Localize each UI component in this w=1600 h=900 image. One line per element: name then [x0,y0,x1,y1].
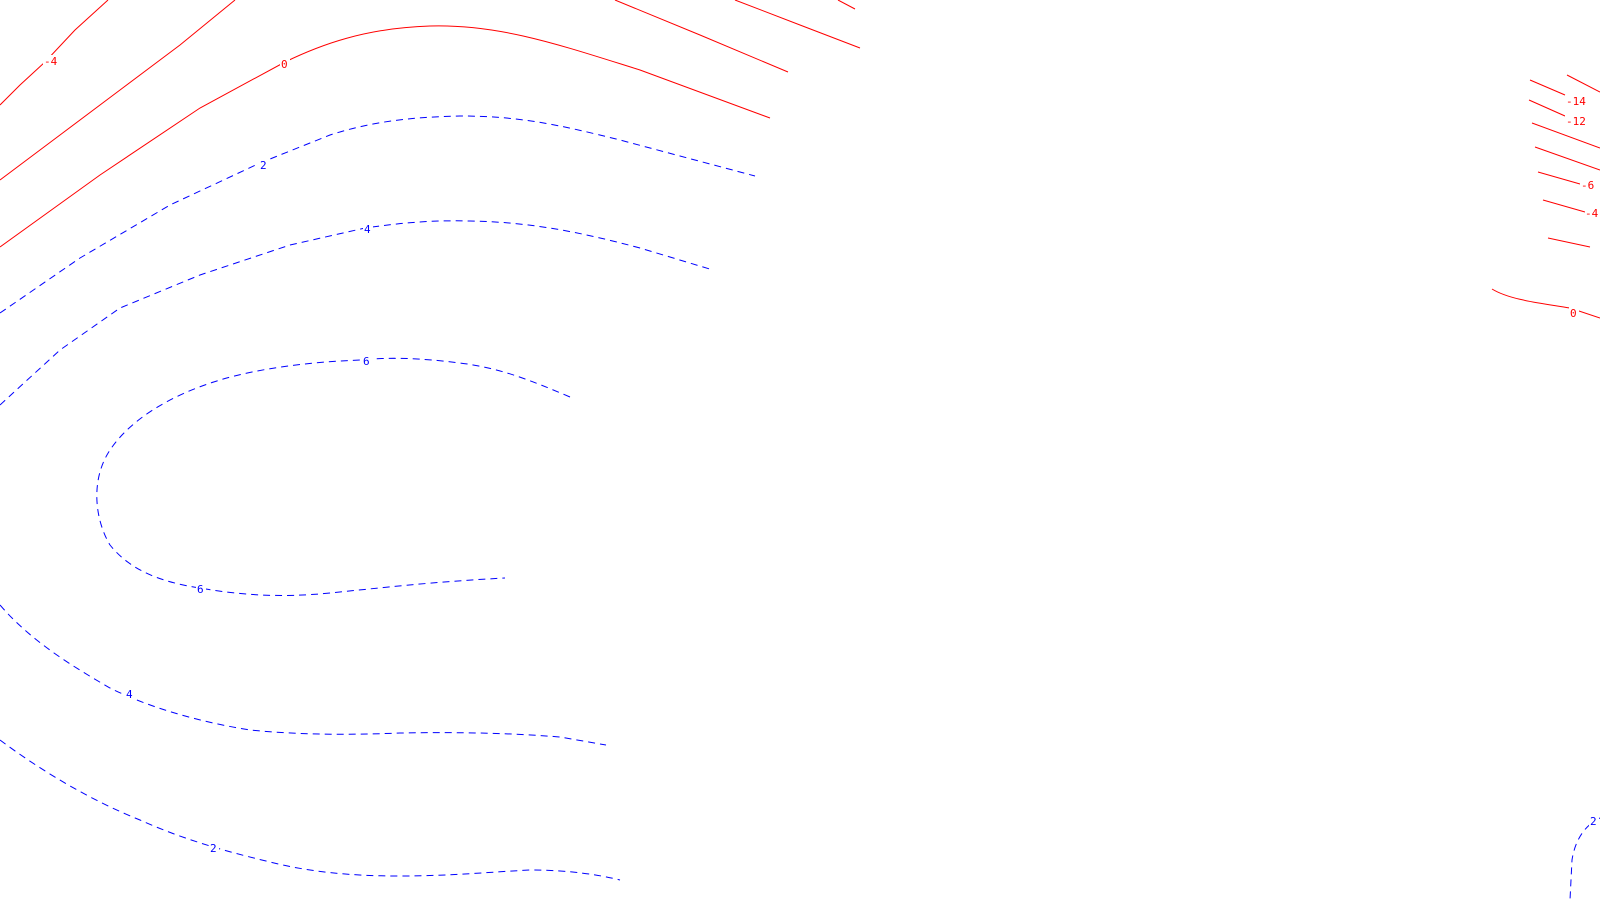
label-neg-12-right: -12 [1566,115,1586,128]
contour-line-zero-right [1491,288,1600,319]
contour-line-neg-top-2 [734,0,861,49]
contour-line-neg-right-16 [1566,74,1600,93]
contour-line-pos-4-upper [0,220,714,406]
label-pos-6-upper: 6 [363,355,370,368]
contour-line-neg-diagonal [0,0,236,181]
contour-line-pos-4-lower [0,604,607,746]
contour-line-neg-right-14 [1529,79,1566,96]
contour-line-neg-top-1 [614,0,789,73]
label-pos-6-lower: 6 [197,583,204,596]
contour-line-zero-left [0,25,771,248]
contour-line-neg-right-8 [1534,146,1600,171]
contour-line-pos-2-lower [0,739,621,881]
label-neg-4-left: -4 [44,55,58,68]
contour-line-neg-upper-left [0,0,109,106]
contour-line-neg-right-2 [1547,237,1591,248]
positive-contour-labels: 2 4 6 6 4 2 2 [125,159,1599,855]
contour-line-pos-2-upper [0,115,756,314]
contour-line-pos-2-right [1569,817,1600,900]
negative-contours [0,0,1600,319]
label-zero-right: 0 [1570,307,1577,320]
contour-line-neg-right-10 [1531,122,1600,149]
contour-line-pos-6-loop [96,357,571,596]
positive-contours [0,115,1600,900]
contour-line-neg-top-3 [837,0,856,10]
contour-line-neg-right-6 [1537,171,1581,185]
negative-contour-labels: -4 0 -14 -12 -6 -4 0 [43,55,1600,320]
label-pos-4-upper: 4 [364,223,371,236]
contour-line-neg-right-4 [1542,199,1586,213]
contour-line-neg-right-12 [1528,99,1566,117]
label-pos-2-right: 2 [1590,815,1597,828]
label-pos-4-lower: 4 [126,688,133,701]
label-zero-left: 0 [281,58,288,71]
label-neg-14-right: -14 [1566,95,1586,108]
label-pos-2-upper: 2 [260,159,267,172]
label-neg-4-right: -4 [1585,207,1599,220]
label-neg-6-right: -6 [1581,179,1594,192]
label-pos-2-lower: 2 [210,842,217,855]
